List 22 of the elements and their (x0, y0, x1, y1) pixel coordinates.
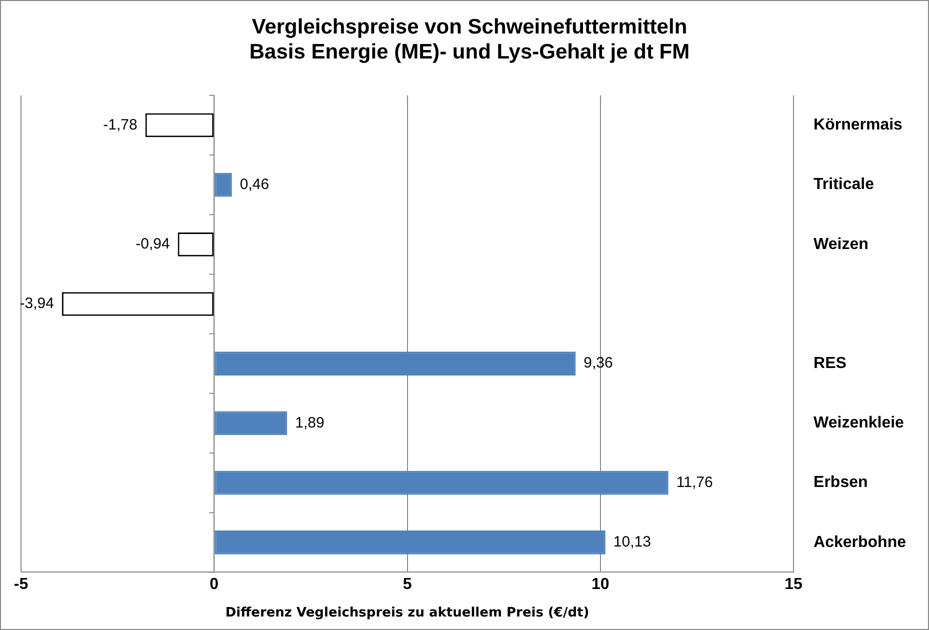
y-tick-label: Weizenkleie (814, 414, 904, 432)
chart-title: Vergleichspreise von Schweinefuttermitteln Basis Energie (ME)- und Lys-Gehalt je dt FM (249, 15, 690, 64)
x-tick-label: -5 (14, 576, 28, 594)
y-tick-label: Erbsen (814, 474, 868, 492)
y-tick-label: Ackerbohne (814, 534, 906, 551)
x-tick-label: 0 (210, 576, 219, 594)
data-label: -0,94 (136, 236, 170, 253)
x-tick-label: 15 (784, 576, 803, 594)
data-label: 11,76 (676, 474, 713, 491)
x-tick-label: 5 (402, 576, 412, 594)
data-label: -3,94 (20, 295, 54, 312)
data-label: 0,46 (240, 176, 270, 193)
data-label: -1,78 (103, 116, 138, 134)
x-tick-label: 10 (592, 576, 610, 594)
data-label: 1,89 (295, 414, 324, 432)
y-tick-label: RES (814, 355, 847, 372)
y-tick-label: Weizen (814, 236, 868, 253)
data-label: 9,36 (584, 354, 613, 372)
data-label: 10,13 (613, 534, 651, 551)
y-tick-label: Körnermais (814, 116, 903, 134)
y-tick-label: Triticale (814, 176, 874, 194)
x-axis-title: Differenz Vegleichspreis zu aktuellem Preis (€/dt) (225, 606, 590, 621)
